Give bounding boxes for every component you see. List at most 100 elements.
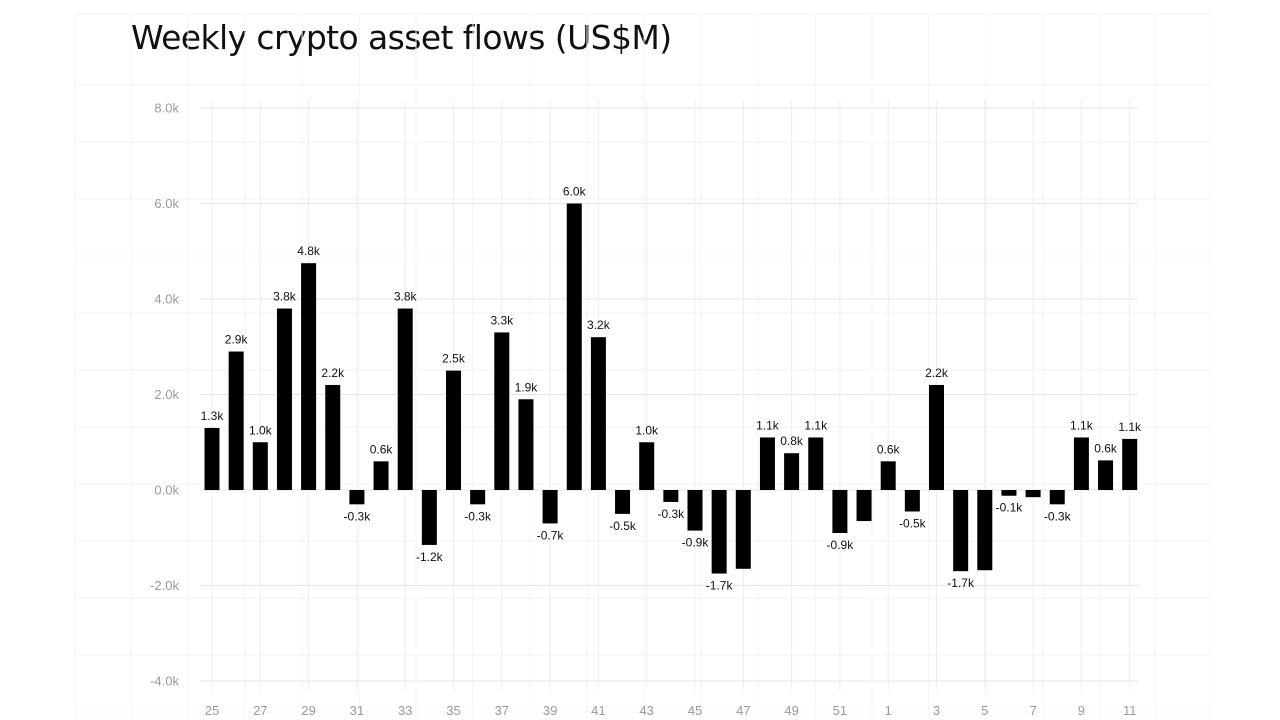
bar [953,490,969,572]
data-label: 1.3k [201,409,225,423]
x-tick-label: 35 [446,703,460,718]
data-label: 1.1k [1070,418,1094,432]
data-label: 4.8k [297,244,321,258]
bar [421,490,437,545]
bar [615,490,631,514]
bar [1098,460,1114,490]
data-label: 3.2k [587,318,611,332]
x-tick-label: 3 [933,703,940,718]
data-label: 0.6k [877,442,901,456]
x-axis-ticks: 25 27 29 31 33 35 37 39 41 43 45 47 49 51 1 3 5 7 9 11 [205,703,1137,718]
bar [373,461,389,490]
data-label: -0.3k [464,509,492,523]
data-label: -0.3k [658,507,686,521]
y-tick-label: 2.0k [154,387,179,402]
data-label: -1.7k [947,576,975,590]
bar [808,437,824,490]
x-tick-label: 27 [253,703,267,718]
bar [228,351,244,490]
bar [276,308,292,490]
data-label: 1.1k [1118,420,1142,434]
x-tick-label: 25 [205,703,219,718]
bar [397,308,413,490]
bar [977,490,993,571]
bar [1001,490,1017,496]
data-label: 2.5k [442,352,466,366]
x-tick-label: 31 [350,703,364,718]
bar [880,461,896,490]
bar [735,490,751,569]
y-tick-label: 0.0k [154,483,179,498]
bar [759,437,775,490]
bar [590,337,606,490]
bar [1122,438,1138,490]
bar [1073,437,1089,490]
data-label: 6.0k [563,185,587,199]
data-label: -0.9k [827,538,855,552]
bar [518,399,534,490]
x-tick-label: 49 [784,703,798,718]
x-tick-label: 43 [639,703,653,718]
x-tick-label: 1 [885,703,892,718]
bar [929,384,944,490]
bar [566,203,582,490]
data-label: 1.1k [804,418,828,432]
data-label: -0.3k [1044,509,1072,523]
y-axis-ticks: -4.0k -2.0k 0.0k 2.0k 4.0k 6.0k 8.0k [150,101,179,689]
data-label: 3.8k [394,290,418,304]
x-tick-label: 7 [1029,703,1036,718]
x-tick-label: 51 [833,703,847,718]
x-tick-label: 45 [688,703,702,718]
bar [639,442,655,490]
x-tick-label: 37 [495,703,509,718]
y-tick-label: 4.0k [154,292,179,307]
data-label: -1.2k [416,550,444,564]
data-label: -0.1k [996,501,1024,515]
x-tick-label: 9 [1078,703,1085,718]
data-label: -0.9k [682,536,710,550]
data-label: -0.3k [344,509,372,523]
y-tick-label: -4.0k [150,674,179,689]
y-tick-label: -2.0k [150,578,179,593]
data-label: -0.5k [609,519,637,533]
x-tick-label: 11 [1123,703,1137,718]
x-tick-label: 47 [736,703,750,718]
bar [349,490,365,505]
chart-title: Weekly crypto asset flows (US$M) [131,18,672,57]
bar [1025,490,1041,498]
bar [470,490,486,505]
bar-series [204,203,1138,574]
data-label: 3.3k [490,313,514,327]
x-tick-label: 5 [981,703,988,718]
bar [711,490,727,574]
bar [252,442,268,490]
data-label: -0.7k [537,528,565,542]
data-label: -1.7k [706,579,734,593]
data-label: 2.2k [925,366,949,380]
data-labels: 1.3k 2.9k 1.0k 3.8k 4.8k 2.2k -0.3k 0.6k 3.8k -1.… [201,185,1142,593]
bar [663,490,679,502]
bar [204,427,220,490]
background-grid [74,13,1211,720]
x-tick-label: 29 [301,703,315,718]
bar [832,490,848,533]
bar [784,453,800,490]
plot-gridlines [200,100,1138,690]
bar [856,490,872,522]
y-tick-label: 6.0k [154,196,179,211]
x-tick-label: 39 [543,703,557,718]
bar [687,490,703,531]
data-label: 1.0k [635,423,659,437]
data-label: -0.5k [899,516,927,530]
data-label: 0.6k [370,442,394,456]
x-tick-label: 33 [398,703,412,718]
bar [301,263,317,490]
data-label: 1.1k [756,418,780,432]
bar [542,490,558,524]
data-label: 3.8k [273,290,297,304]
bar [325,384,341,490]
data-label: 1.0k [249,423,273,437]
bar [494,332,510,490]
data-label: 0.6k [1094,441,1118,455]
